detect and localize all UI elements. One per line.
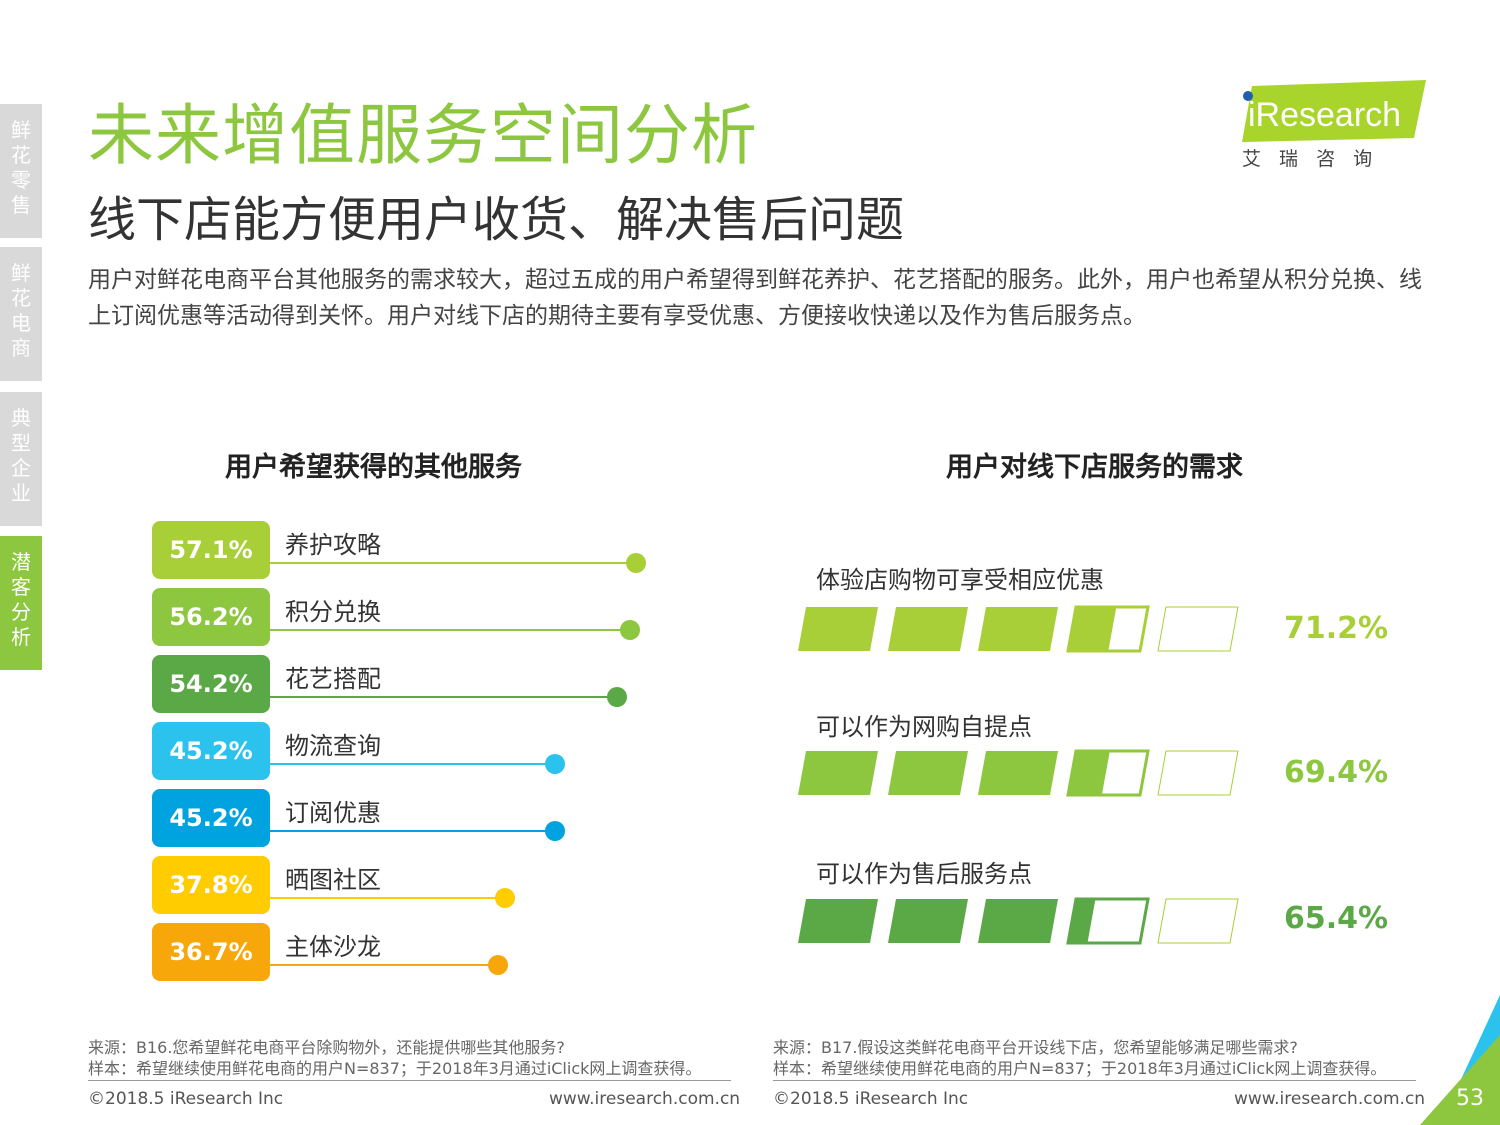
right-sample-text: 样本：希望继续使用鲜花电商的用户N=837；于2018年3月通过iClick网上…	[773, 1059, 1387, 1078]
value-label: 57.1%	[152, 521, 270, 579]
sidebar-tab-char: 电	[11, 311, 31, 335]
block-bar	[798, 897, 1239, 945]
right-footer-rule	[773, 1080, 1416, 1081]
bar-end-dot	[545, 821, 566, 841]
category-label: 订阅优惠	[285, 799, 381, 827]
left-source-text: 来源：B16.您希望鲜花电商平台除购物外，还能提供哪些其他服务?	[88, 1038, 565, 1057]
value-label: 45.2%	[152, 789, 270, 847]
right-website-link[interactable]: www.iresearch.com.cn	[1234, 1089, 1426, 1109]
category-label: 主体沙龙	[285, 933, 381, 961]
left-footnote: 来源：B16.您希望鲜花电商平台除购物外，还能提供哪些其他服务? 样本：希望继续…	[88, 1037, 701, 1079]
value-label: 54.2%	[152, 655, 270, 713]
category-label: 积分兑换	[285, 598, 381, 626]
sidebar-tab-4[interactable]: 潜客分析	[0, 536, 42, 670]
left-footer-rule	[88, 1080, 731, 1081]
sidebar-tab-char: 析	[11, 625, 31, 649]
sidebar-tab-char: 商	[11, 336, 31, 360]
logo-brand-text: iResearch	[1248, 96, 1401, 134]
bar-block-filled	[888, 899, 968, 943]
bar-block-filled	[888, 751, 968, 795]
sidebar-tab-char: 典	[11, 406, 31, 430]
value-label: 56.2%	[152, 588, 270, 646]
value-label: 65.4%	[1284, 901, 1389, 936]
sidebar-tab-3[interactable]: 典型企业	[0, 392, 42, 526]
sidebar-tab-char: 售	[11, 193, 31, 217]
sidebar-tab-char: 零	[11, 168, 31, 192]
left-sample-text: 样本：希望继续使用鲜花电商的用户N=837；于2018年3月通过iClick网上…	[88, 1059, 702, 1078]
bar-block-partial	[1068, 607, 1117, 651]
bar-block-outline	[1157, 606, 1239, 652]
bar-line	[270, 763, 556, 765]
page-subtitle: 线下店能方便用户收货、解决售后问题	[88, 192, 905, 248]
sidebar-tab-char: 鲜	[11, 118, 31, 142]
sidebar-tab-2[interactable]: 鲜花电商	[0, 247, 42, 381]
category-label: 养护攻略	[285, 531, 381, 559]
left-chart-title: 用户希望获得的其他服务	[225, 452, 522, 483]
bar-end-dot	[545, 754, 566, 774]
bar-end-dot	[487, 955, 508, 975]
bar-block-filled	[888, 607, 968, 651]
bar-line	[270, 964, 498, 966]
bar-block-partial	[1068, 751, 1110, 795]
right-chart-title: 用户对线下店服务的需求	[946, 452, 1243, 483]
right-copyright: ©2018.5 iResearch Inc	[773, 1089, 969, 1109]
bar-block-filled	[798, 751, 878, 795]
bar-line	[270, 897, 506, 899]
sidebar-tab-char: 企	[11, 456, 31, 480]
intro-paragraph: 用户对鲜花电商平台其他服务的需求较大，超过五成的用户希望得到鲜花养护、花艺搭配的…	[88, 267, 1422, 329]
sidebar-tab-1[interactable]: 鲜花零售	[0, 104, 42, 238]
category-label: 可以作为售后服务点	[816, 860, 1032, 888]
bar-line	[270, 696, 617, 698]
category-label: 晒图社区	[285, 866, 381, 894]
bar-block-filled	[798, 607, 878, 651]
bar-end-dot	[626, 553, 647, 573]
bar-block-filled	[798, 899, 878, 943]
category-label: 物流查询	[285, 732, 381, 760]
bar-line	[270, 629, 631, 631]
sidebar-tab-char: 花	[11, 143, 31, 167]
value-label: 36.7%	[152, 923, 270, 981]
page-corner-decoration	[1420, 995, 1500, 1125]
bar-line	[270, 562, 637, 564]
bar-block-partial	[1068, 899, 1096, 943]
bar-block-filled	[978, 607, 1058, 651]
block-bar	[798, 605, 1239, 653]
sidebar-tab-char: 业	[11, 481, 31, 505]
category-label: 可以作为网购自提点	[816, 713, 1032, 741]
sidebar-tab-char: 花	[11, 286, 31, 310]
bar-line	[270, 830, 556, 832]
value-label: 37.8%	[152, 856, 270, 914]
category-label: 花艺搭配	[285, 665, 381, 693]
iresearch-logo: iResearch 艾 瑞 咨 询	[1238, 80, 1428, 170]
bar-block-filled	[978, 899, 1058, 943]
bar-block-filled	[978, 751, 1058, 795]
bar-block-outline	[1157, 898, 1239, 944]
right-source-text: 来源：B17.假设这类鲜花电商平台开设线下店，您希望能够满足哪些需求?	[773, 1038, 1298, 1057]
left-copyright: ©2018.5 iResearch Inc	[88, 1089, 284, 1109]
bar-end-dot	[495, 888, 516, 908]
sidebar-tab-char: 分	[11, 600, 31, 624]
block-bar	[798, 749, 1239, 797]
sidebar-tab-char: 潜	[11, 550, 31, 574]
right-footnote: 来源：B17.假设这类鲜花电商平台开设线下店，您希望能够满足哪些需求? 样本：希…	[773, 1037, 1386, 1079]
logo-cn-text: 艾 瑞 咨 询	[1242, 148, 1378, 170]
value-label: 69.4%	[1284, 755, 1389, 790]
category-label: 体验店购物可享受相应优惠	[816, 566, 1104, 594]
value-label: 45.2%	[152, 722, 270, 780]
page-number: 53	[1456, 1086, 1484, 1111]
bar-end-dot	[606, 687, 627, 707]
sidebar-tab-char: 鲜	[11, 261, 31, 285]
page-title: 未来增值服务空间分析	[88, 97, 758, 174]
left-website-link[interactable]: www.iresearch.com.cn	[549, 1089, 741, 1109]
sidebar-tab-char: 型	[11, 431, 31, 455]
bar-end-dot	[620, 620, 641, 640]
sidebar-tab-char: 客	[11, 575, 31, 599]
value-label: 71.2%	[1284, 611, 1389, 646]
bar-block-outline	[1157, 750, 1239, 796]
